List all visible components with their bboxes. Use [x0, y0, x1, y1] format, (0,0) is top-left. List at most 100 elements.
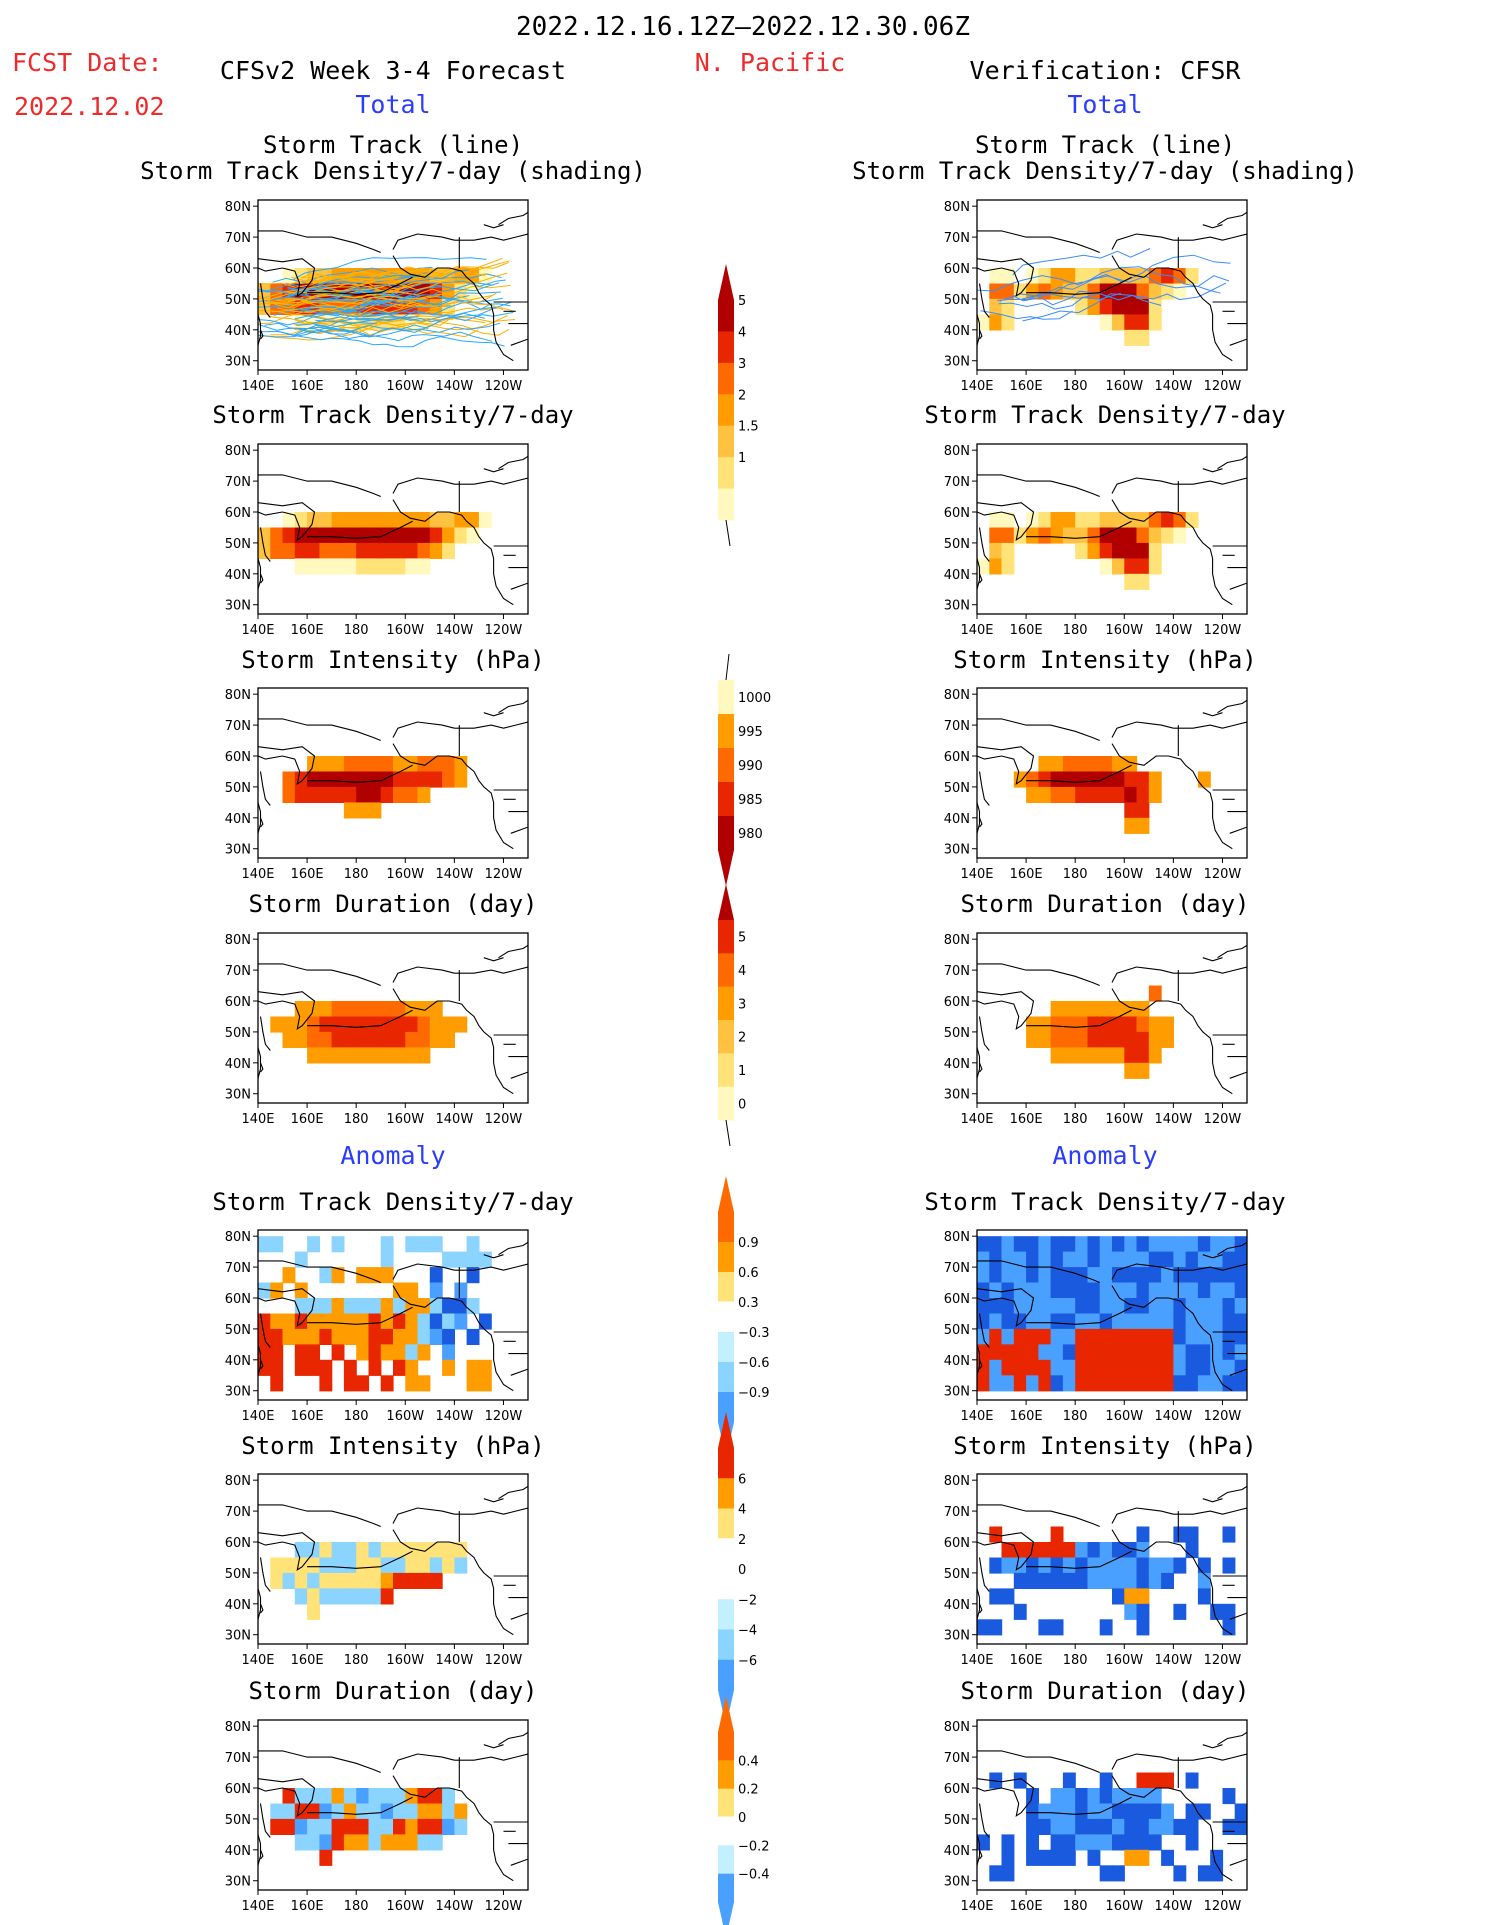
storm-track-line — [278, 331, 505, 348]
coastline-segment — [258, 1588, 262, 1620]
title-density-anom-left: Storm Track Density/7-day — [212, 1188, 574, 1216]
data-cell — [307, 1047, 320, 1064]
data-cell — [429, 1788, 443, 1805]
data-cell — [1038, 1328, 1052, 1345]
data-cell — [393, 1834, 406, 1851]
data-cell — [1136, 1236, 1150, 1253]
data-cell — [307, 1834, 320, 1851]
data-cell — [1050, 1542, 1064, 1559]
data-cell — [1026, 268, 1039, 285]
data-cell — [442, 756, 455, 773]
storm-track-line — [293, 324, 429, 337]
data-cell — [319, 1557, 333, 1574]
data-cell — [1210, 1236, 1224, 1253]
data-cell — [989, 1328, 1003, 1345]
data-cell — [442, 771, 455, 788]
lon-label: 120W — [485, 1409, 523, 1424]
data-cell — [331, 1834, 345, 1851]
lat-label: 80N — [944, 1230, 970, 1245]
data-cell — [1062, 1849, 1076, 1866]
lat-label: 50N — [944, 1813, 970, 1828]
data-cell — [1062, 1251, 1076, 1268]
coastline-segment — [454, 721, 528, 729]
lat-label: 30N — [225, 1088, 251, 1103]
data-cell — [1112, 512, 1125, 529]
data-cell — [1026, 1344, 1039, 1361]
data-cell — [307, 1542, 320, 1559]
data-cell — [1038, 1313, 1052, 1330]
data-cell — [1197, 1865, 1211, 1882]
data-cell — [1112, 1788, 1125, 1805]
colorbar-segment — [717, 1301, 735, 1333]
coastline-segment — [1202, 1744, 1223, 1749]
data-cell — [417, 1313, 431, 1330]
lat-label: 70N — [944, 1751, 970, 1766]
data-cell — [270, 1375, 284, 1392]
colorbar-label: 5 — [738, 931, 746, 946]
data-cell — [466, 512, 480, 529]
coastline-segment — [259, 527, 271, 562]
data-cell — [1173, 1298, 1187, 1315]
data-cell — [1075, 542, 1089, 559]
data-cell — [1013, 1313, 1027, 1330]
data-cell — [368, 786, 382, 803]
data-cell — [1099, 1267, 1113, 1284]
data-cell — [1099, 1031, 1113, 1048]
data-cell — [417, 1236, 431, 1253]
data-cell — [429, 771, 443, 788]
coastline-segment — [392, 233, 455, 250]
lon-label: 160W — [1105, 1653, 1143, 1668]
data-cell — [356, 1803, 370, 1820]
data-cell — [405, 1542, 419, 1559]
data-cell — [1087, 527, 1101, 544]
data-cell — [1112, 1375, 1125, 1392]
data-cell — [368, 1557, 382, 1574]
data-cell — [405, 1572, 419, 1589]
lat-label: 80N — [944, 444, 970, 459]
data-cell — [1087, 1344, 1101, 1361]
data-cell — [1234, 1328, 1247, 1345]
colorbar-label: −0.3 — [738, 1326, 770, 1341]
data-cell — [368, 1267, 382, 1284]
data-cell — [1050, 1344, 1064, 1361]
coastline-segment — [978, 527, 990, 562]
data-cell — [977, 1251, 990, 1268]
lon-label: 140E — [960, 623, 993, 638]
data-cell — [1087, 1849, 1101, 1866]
lat-label: 60N — [225, 1536, 251, 1551]
storm-track-line — [258, 283, 407, 306]
data-cell — [1222, 1818, 1236, 1835]
data-cell — [1112, 542, 1125, 559]
data-cell — [1062, 527, 1076, 544]
data-cell — [380, 1236, 394, 1253]
data-cell — [343, 1818, 357, 1835]
coastline-segment — [977, 718, 1100, 742]
data-cell — [343, 802, 357, 819]
data-cell — [319, 1016, 333, 1033]
data-cell — [1148, 1834, 1162, 1851]
lat-label: 70N — [944, 231, 970, 246]
data-cell — [1222, 1788, 1236, 1805]
data-cell — [1197, 1328, 1211, 1345]
coastline-segment — [1111, 1507, 1174, 1524]
data-cell — [1026, 1818, 1039, 1835]
coastline-segment — [498, 944, 528, 959]
coastline-segment — [259, 1849, 264, 1860]
coastline-segment — [483, 1254, 504, 1259]
data-cell — [343, 1588, 357, 1605]
data-cell — [1050, 1619, 1064, 1636]
data-cell — [442, 1313, 455, 1330]
data-cell — [1075, 1047, 1089, 1064]
coastline-segment — [259, 1062, 264, 1073]
data-cell — [258, 527, 271, 544]
colorbar-arrow-top — [718, 884, 734, 920]
data-cell — [1136, 1849, 1150, 1866]
coastline-segment — [1111, 1775, 1233, 1882]
storm-track-line — [980, 310, 1073, 320]
data-cell — [282, 1818, 296, 1835]
data-cell — [429, 1016, 443, 1033]
data-cell — [319, 542, 333, 559]
map-frame — [976, 932, 1248, 1104]
data-cell — [1148, 1359, 1162, 1376]
